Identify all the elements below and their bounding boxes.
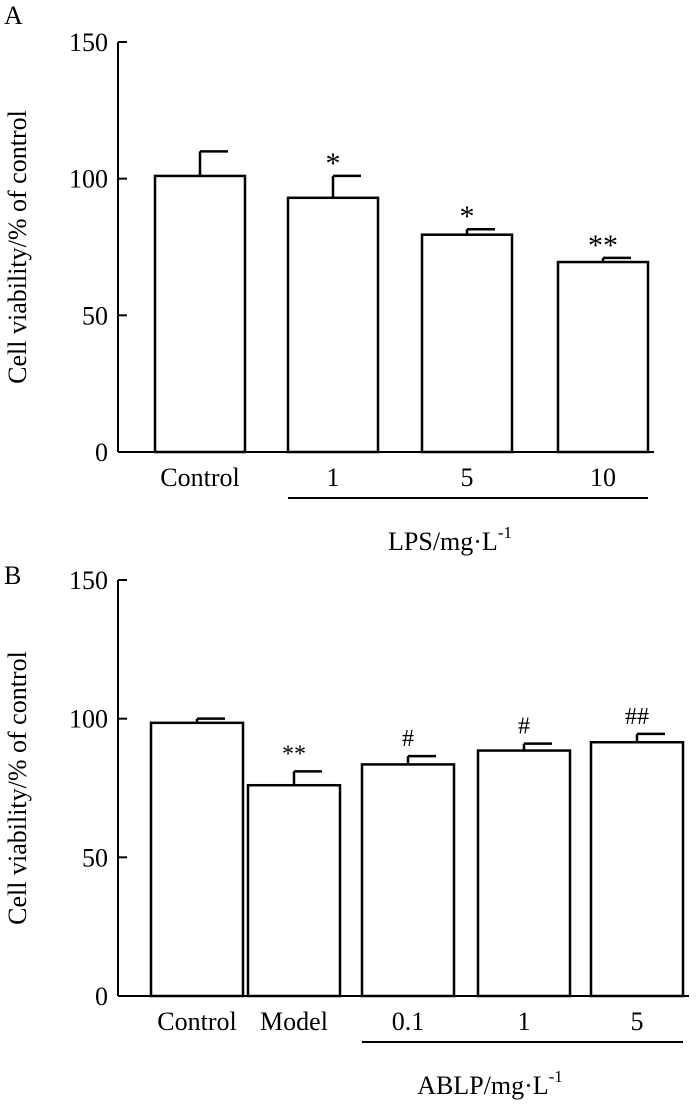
significance-marker: * [460, 200, 475, 233]
x-tick-label: Control [160, 463, 239, 492]
x-tick-label: 5 [631, 1007, 644, 1036]
x-tick-label: 1 [327, 463, 340, 492]
y-axis-label: Cell viability/% of control [3, 651, 32, 925]
group-label-text: ABLP/mg·L [417, 1071, 548, 1100]
x-tick-label: 0.1 [392, 1007, 425, 1036]
bar [286, 196, 380, 454]
panel-a: A 0 50 100 150 Cell viability/% of control Con… [3, 1, 654, 556]
panel-letter: B [4, 561, 21, 590]
significance-marker: ** [588, 229, 618, 262]
bar [420, 233, 514, 454]
significance-marker: ## [625, 704, 649, 730]
group-label: ABLP/mg·L-1 [417, 1067, 563, 1100]
y-tick-label: 0 [95, 982, 108, 1011]
y-tick-label: 50 [82, 843, 108, 872]
bar [360, 763, 456, 998]
x-tick-label: 10 [590, 463, 616, 492]
x-tick-label: 5 [461, 463, 474, 492]
bar [153, 174, 247, 454]
y-tick-label: 50 [82, 301, 108, 330]
group-label-text: LPS/mg·L [388, 527, 498, 556]
significance-marker: * [326, 147, 341, 180]
x-tick-label: 1 [518, 1007, 531, 1036]
bar [589, 740, 685, 998]
y-tick-label: 0 [95, 438, 108, 467]
x-tick-label: Model [260, 1007, 328, 1036]
bar [149, 721, 245, 998]
y-tick-label: 150 [69, 28, 108, 57]
y-tick-label: 150 [69, 566, 108, 595]
y-tick-label: 100 [69, 165, 108, 194]
panel-letter: A [4, 1, 23, 30]
panel-b: B 0 50 100 150 Cell viability/% of control Con… [3, 561, 689, 1100]
bar [476, 749, 572, 998]
y-axis-label: Cell viability/% of control [3, 110, 32, 384]
y-tick-label: 100 [69, 705, 108, 734]
bar [246, 783, 342, 998]
significance-marker: # [402, 726, 414, 752]
group-label: LPS/mg·L-1 [388, 523, 512, 556]
group-label-superscript: -1 [498, 523, 512, 542]
significance-marker: ** [282, 741, 306, 767]
group-label-superscript: -1 [549, 1067, 563, 1086]
bar [556, 260, 650, 454]
significance-marker: # [518, 714, 530, 740]
x-tick-label: Control [157, 1007, 236, 1036]
